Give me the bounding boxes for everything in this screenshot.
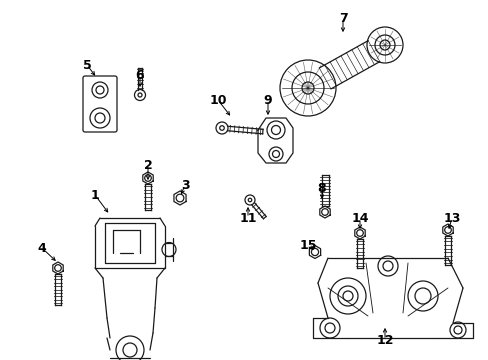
Text: 4: 4 <box>38 242 46 255</box>
Text: 3: 3 <box>181 179 189 192</box>
Text: 10: 10 <box>209 94 226 107</box>
Text: 6: 6 <box>135 68 144 81</box>
Text: 11: 11 <box>239 212 256 225</box>
Text: 8: 8 <box>317 181 325 194</box>
Text: 5: 5 <box>82 59 91 72</box>
Text: 13: 13 <box>443 212 460 225</box>
Text: 9: 9 <box>263 94 272 107</box>
Text: 14: 14 <box>350 212 368 225</box>
Text: 7: 7 <box>338 12 346 24</box>
Text: 1: 1 <box>90 189 99 202</box>
Text: 2: 2 <box>143 158 152 171</box>
Text: 12: 12 <box>375 333 393 346</box>
Text: 15: 15 <box>299 239 316 252</box>
